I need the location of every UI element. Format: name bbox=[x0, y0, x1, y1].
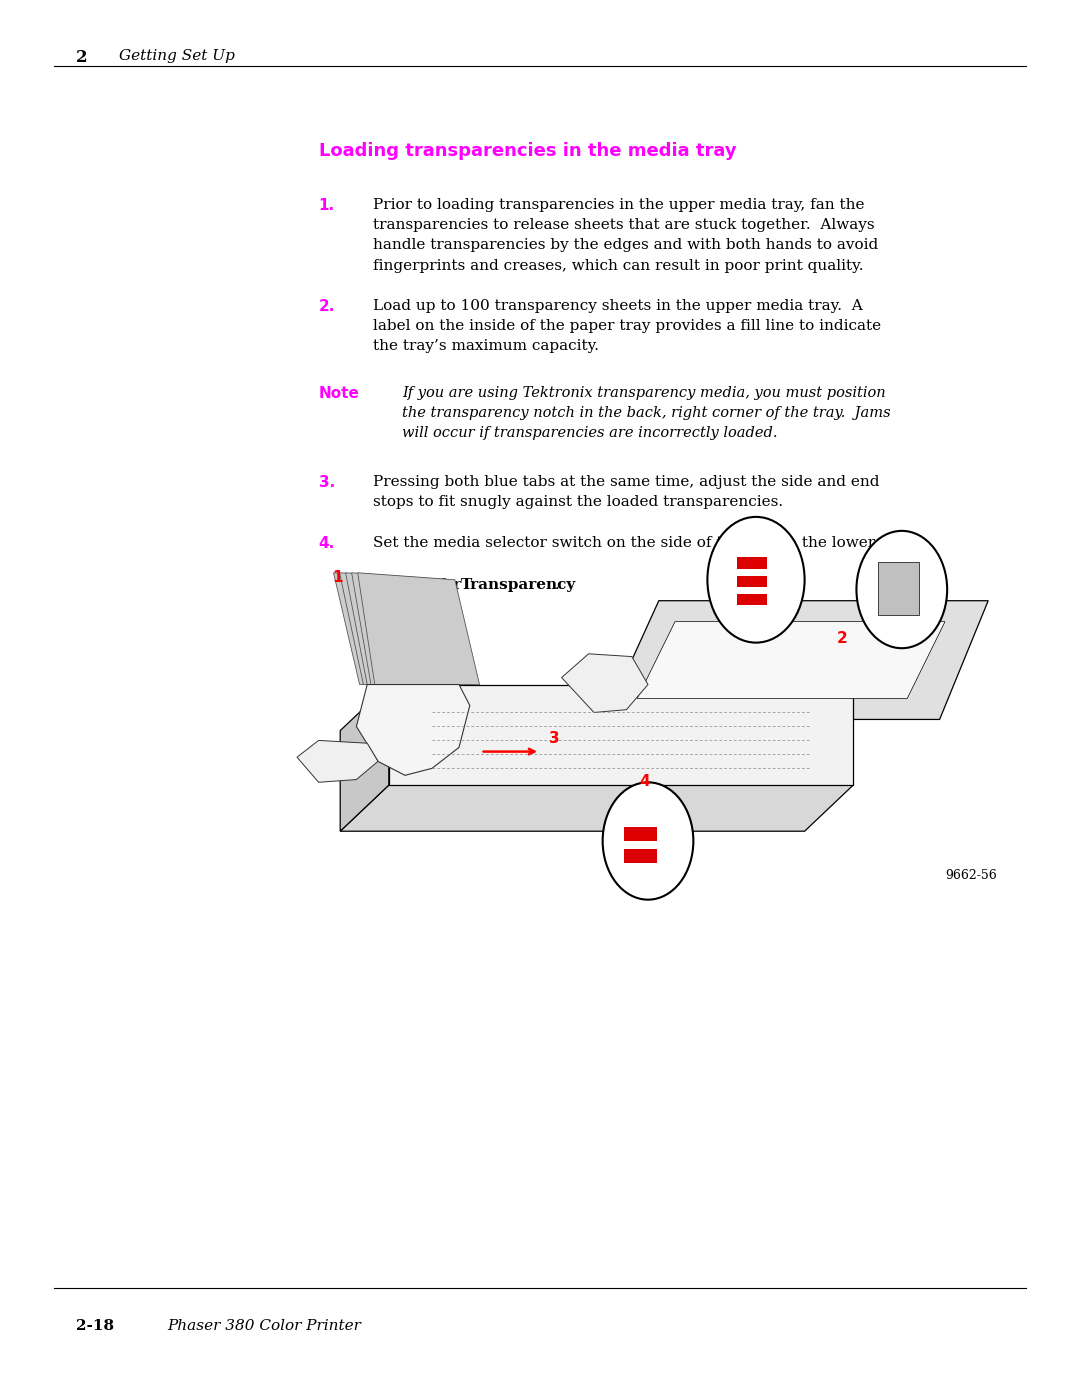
Text: Transparency: Transparency bbox=[461, 578, 577, 592]
Text: Set the media selector switch on the side of the tray in the lower: Set the media selector switch on the sid… bbox=[373, 536, 875, 550]
Polygon shape bbox=[389, 685, 853, 785]
FancyBboxPatch shape bbox=[878, 562, 919, 615]
Text: Load up to 100 transparency sheets in the upper media tray.  A
label on the insi: Load up to 100 transparency sheets in th… bbox=[373, 299, 880, 353]
Text: Note: Note bbox=[319, 386, 360, 401]
Polygon shape bbox=[334, 573, 449, 685]
FancyBboxPatch shape bbox=[624, 827, 657, 841]
Text: Pressing both blue tabs at the same time, adjust the side and end
stops to fit s: Pressing both blue tabs at the same time… bbox=[373, 475, 879, 509]
Text: 4: 4 bbox=[639, 774, 650, 789]
Text: 1: 1 bbox=[333, 570, 343, 585]
Text: 4.: 4. bbox=[319, 536, 335, 552]
Text: .: . bbox=[554, 578, 559, 592]
FancyBboxPatch shape bbox=[624, 849, 657, 863]
Polygon shape bbox=[340, 785, 853, 831]
Text: 1.: 1. bbox=[319, 198, 335, 214]
Circle shape bbox=[603, 782, 693, 900]
Polygon shape bbox=[339, 573, 457, 685]
Polygon shape bbox=[340, 685, 389, 831]
Polygon shape bbox=[605, 601, 988, 719]
Text: 3.: 3. bbox=[319, 475, 335, 490]
Text: Getting Set Up: Getting Set Up bbox=[119, 49, 234, 63]
FancyBboxPatch shape bbox=[737, 576, 767, 587]
Text: 2: 2 bbox=[76, 49, 87, 66]
Polygon shape bbox=[637, 622, 945, 698]
Polygon shape bbox=[346, 573, 464, 685]
Text: 2: 2 bbox=[837, 631, 848, 647]
Circle shape bbox=[856, 531, 947, 648]
Polygon shape bbox=[352, 573, 472, 685]
Text: 9662-56: 9662-56 bbox=[945, 869, 997, 882]
Polygon shape bbox=[356, 685, 470, 775]
Text: 3: 3 bbox=[549, 731, 559, 746]
Text: Prior to loading transparencies in the upper media tray, fan the
transparencies : Prior to loading transparencies in the u… bbox=[373, 198, 878, 272]
Polygon shape bbox=[297, 740, 378, 782]
Text: 2-18: 2-18 bbox=[76, 1319, 113, 1333]
Polygon shape bbox=[562, 654, 648, 712]
Circle shape bbox=[707, 517, 805, 643]
Text: position for: position for bbox=[373, 578, 465, 592]
Text: 2.: 2. bbox=[319, 299, 335, 314]
FancyBboxPatch shape bbox=[737, 557, 767, 569]
Text: Loading transparencies in the media tray: Loading transparencies in the media tray bbox=[319, 142, 737, 161]
Polygon shape bbox=[357, 573, 480, 685]
Text: Phaser 380 Color Printer: Phaser 380 Color Printer bbox=[167, 1319, 362, 1333]
FancyBboxPatch shape bbox=[737, 594, 767, 605]
Text: If you are using Tektronix transparency media, you must position
the transparenc: If you are using Tektronix transparency … bbox=[402, 386, 890, 440]
